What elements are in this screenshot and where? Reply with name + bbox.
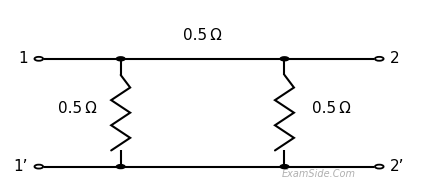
Text: 0.5 Ω: 0.5 Ω [183,28,221,43]
Text: 1: 1 [18,51,28,66]
Circle shape [280,57,288,61]
Text: 2’: 2’ [389,159,404,174]
Text: 0.5 Ω: 0.5 Ω [312,101,350,116]
Circle shape [34,165,43,169]
Text: ExamSide.Com: ExamSide.Com [281,169,355,179]
Circle shape [374,57,383,61]
Circle shape [116,165,125,169]
Circle shape [116,57,125,61]
Circle shape [280,165,288,169]
Text: 2: 2 [389,51,399,66]
Text: 1’: 1’ [13,159,28,174]
Text: 0.5 Ω: 0.5 Ω [58,101,97,116]
Circle shape [34,57,43,61]
Circle shape [374,165,383,169]
